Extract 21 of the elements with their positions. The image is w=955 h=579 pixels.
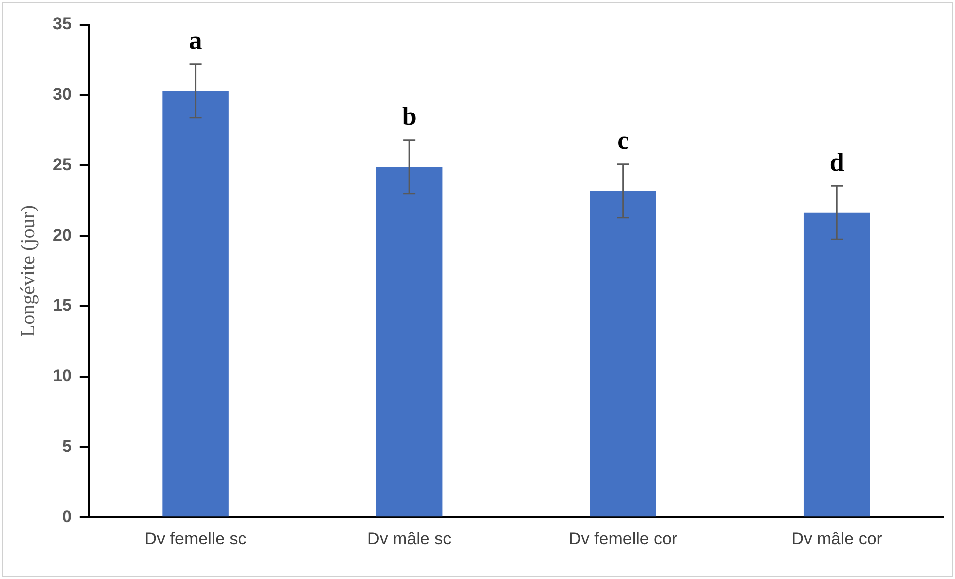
bar xyxy=(162,91,229,517)
y-tick-label: 20 xyxy=(52,226,72,245)
x-tick-label: Dv mâle sc xyxy=(368,529,452,548)
annotation: b xyxy=(402,102,417,132)
annotation: c xyxy=(618,126,630,156)
y-tick-label: 5 xyxy=(62,436,72,456)
bar xyxy=(804,212,870,517)
y-tick-label: 25 xyxy=(52,155,72,174)
annotation: d xyxy=(830,148,845,177)
y-tick-label: 15 xyxy=(52,296,72,316)
y-tick-label: 35 xyxy=(52,14,72,34)
annotation: a xyxy=(189,26,202,56)
y-tick-label: 10 xyxy=(52,366,72,386)
bar xyxy=(590,191,656,517)
y-axis-title: Longévite (jour) xyxy=(17,205,40,338)
x-tick-label: Dv mâle cor xyxy=(792,529,883,548)
y-tick-label: 0 xyxy=(62,507,72,526)
x-tick-label: Dv femelle sc xyxy=(144,529,248,548)
bar xyxy=(376,167,443,517)
x-tick-label: Dv femelle cor xyxy=(569,529,678,548)
y-tick-label: 30 xyxy=(52,85,72,104)
